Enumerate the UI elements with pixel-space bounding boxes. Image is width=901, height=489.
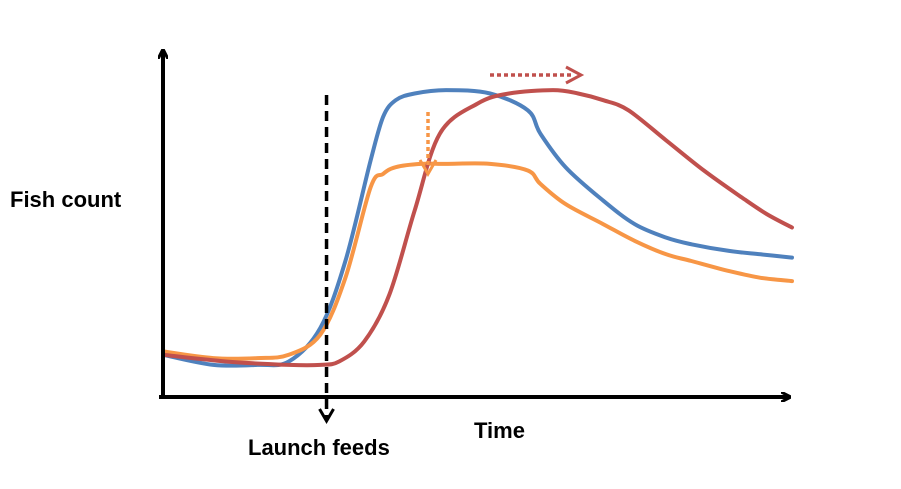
launch-feeds-annotation: Launch feeds xyxy=(248,435,390,460)
series-line-3 xyxy=(161,88,794,368)
series-line-1 xyxy=(161,88,794,368)
x-axis-label: Time xyxy=(474,418,525,443)
launch-feeds-arrowhead xyxy=(318,408,335,424)
chart-curves xyxy=(161,88,794,368)
y-axis-label: Fish count xyxy=(10,187,122,212)
reduction-arrow-head xyxy=(418,159,438,178)
series-line-2 xyxy=(161,161,794,361)
chart-overlay xyxy=(159,50,790,424)
delay-arrow-head xyxy=(565,65,585,85)
